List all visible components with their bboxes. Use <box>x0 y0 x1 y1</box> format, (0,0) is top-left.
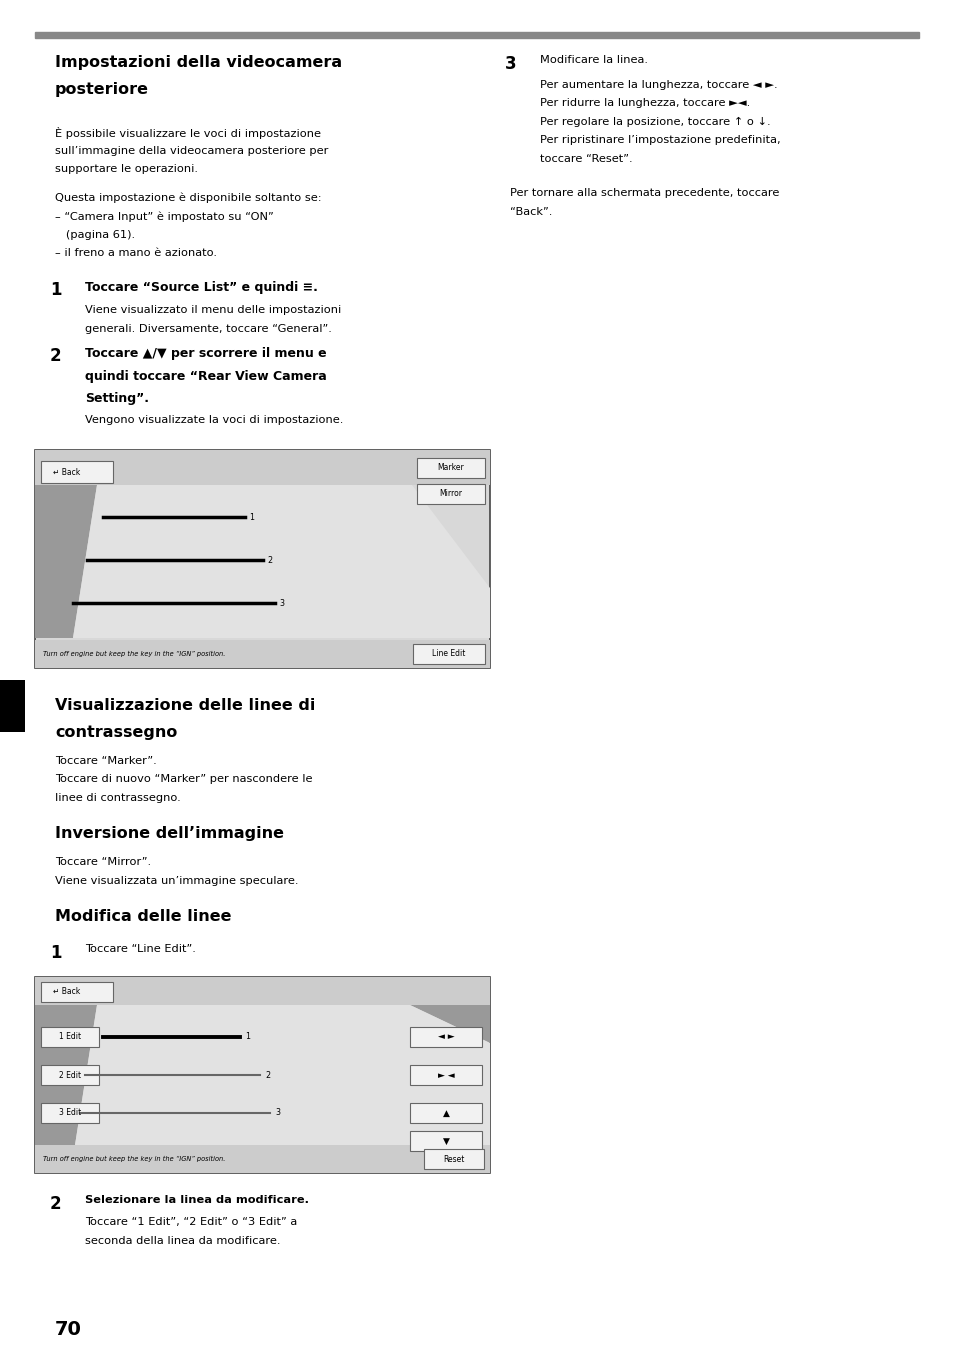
Text: 2: 2 <box>50 1195 62 1213</box>
Text: toccare “Reset”.: toccare “Reset”. <box>539 154 632 164</box>
Text: 3: 3 <box>278 599 284 607</box>
Text: Modificare la linea.: Modificare la linea. <box>539 55 647 65</box>
Polygon shape <box>410 1005 490 1042</box>
FancyBboxPatch shape <box>410 1028 481 1046</box>
Text: – “Camera Input” è impostato su “ON”: – “Camera Input” è impostato su “ON” <box>55 211 274 222</box>
Text: seconda della linea da modificare.: seconda della linea da modificare. <box>85 1236 280 1247</box>
FancyBboxPatch shape <box>41 1028 99 1046</box>
FancyBboxPatch shape <box>423 1149 483 1169</box>
Text: Toccare “1 Edit”, “2 Edit” o “3 Edit” a: Toccare “1 Edit”, “2 Edit” o “3 Edit” a <box>85 1218 297 1228</box>
Bar <box>35 977 490 1174</box>
Bar <box>35 639 490 668</box>
Text: 3: 3 <box>504 55 517 73</box>
Text: ◄ ►: ◄ ► <box>437 1033 454 1041</box>
Text: ▲: ▲ <box>442 1109 449 1118</box>
Text: 1: 1 <box>50 280 61 299</box>
Text: Line Edit: Line Edit <box>432 649 465 658</box>
Text: 70: 70 <box>55 1320 82 1338</box>
Text: Toccare ▲/▼ per scorrere il menu e: Toccare ▲/▼ per scorrere il menu e <box>85 347 326 360</box>
Text: 1: 1 <box>50 945 61 963</box>
Text: Per tornare alla schermata precedente, toccare: Per tornare alla schermata precedente, t… <box>510 188 779 197</box>
Bar <box>35 977 490 1005</box>
FancyBboxPatch shape <box>41 982 112 1002</box>
Bar <box>35 450 490 668</box>
FancyBboxPatch shape <box>413 644 484 664</box>
FancyBboxPatch shape <box>410 1103 481 1124</box>
FancyBboxPatch shape <box>41 1065 99 1086</box>
Text: generali. Diversamente, toccare “General”.: generali. Diversamente, toccare “General… <box>85 323 332 334</box>
Text: Toccare “Mirror”.: Toccare “Mirror”. <box>55 857 151 868</box>
Bar <box>0 680 25 731</box>
Text: Toccare “Line Edit”.: Toccare “Line Edit”. <box>85 945 195 955</box>
Text: Viene visualizzata un’immagine speculare.: Viene visualizzata un’immagine speculare… <box>55 876 298 886</box>
Text: 3: 3 <box>274 1109 280 1118</box>
Text: ▼: ▼ <box>442 1137 449 1145</box>
Text: Viene visualizzato il menu delle impostazioni: Viene visualizzato il menu delle imposta… <box>85 306 341 315</box>
Text: ↵ Back: ↵ Back <box>53 987 80 996</box>
Text: – il freno a mano è azionato.: – il freno a mano è azionato. <box>55 247 216 258</box>
Text: Turn off engine but keep the key in the “IGN” position.: Turn off engine but keep the key in the … <box>43 650 225 657</box>
Bar <box>35 1145 490 1174</box>
Text: 1 Edit: 1 Edit <box>59 1033 81 1041</box>
Text: Mirror: Mirror <box>439 489 462 499</box>
Polygon shape <box>35 485 97 638</box>
Text: sull’immagine della videocamera posteriore per: sull’immagine della videocamera posterio… <box>55 146 328 155</box>
FancyBboxPatch shape <box>41 1103 99 1124</box>
Polygon shape <box>73 485 490 638</box>
FancyBboxPatch shape <box>41 461 112 483</box>
Text: 2: 2 <box>50 347 62 365</box>
Text: 1: 1 <box>249 512 253 522</box>
Text: Turn off engine but keep the key in the “IGN” position.: Turn off engine but keep the key in the … <box>43 1156 225 1163</box>
Text: Setting”.: Setting”. <box>85 392 149 406</box>
Polygon shape <box>35 1005 97 1145</box>
Text: Per ridurre la lunghezza, toccare ►◄.: Per ridurre la lunghezza, toccare ►◄. <box>539 97 749 108</box>
Text: Modifica delle linee: Modifica delle linee <box>55 910 232 925</box>
FancyBboxPatch shape <box>410 1132 481 1151</box>
Text: 2: 2 <box>267 556 272 565</box>
Bar <box>35 450 490 485</box>
Text: Toccare “Source List” e quindi ≡.: Toccare “Source List” e quindi ≡. <box>85 280 317 293</box>
Text: 2: 2 <box>265 1071 270 1079</box>
Text: linee di contrassegno.: linee di contrassegno. <box>55 794 180 803</box>
Text: ► ◄: ► ◄ <box>437 1071 454 1079</box>
Text: Visualizzazione delle linee di: Visualizzazione delle linee di <box>55 698 315 713</box>
Text: contrassegno: contrassegno <box>55 725 177 740</box>
FancyBboxPatch shape <box>416 458 484 479</box>
Text: Questa impostazione è disponibile soltanto se:: Questa impostazione è disponibile soltan… <box>55 192 321 203</box>
Text: È possibile visualizzare le voci di impostazione: È possibile visualizzare le voci di impo… <box>55 127 320 139</box>
FancyBboxPatch shape <box>410 1065 481 1086</box>
Text: Impostazioni della videocamera: Impostazioni della videocamera <box>55 55 342 70</box>
Text: quindi toccare “Rear View Camera: quindi toccare “Rear View Camera <box>85 369 327 383</box>
Text: Per ripristinare l’impostazione predefinita,: Per ripristinare l’impostazione predefin… <box>539 135 780 145</box>
Text: Toccare “Marker”.: Toccare “Marker”. <box>55 756 156 767</box>
Text: Per aumentare la lunghezza, toccare ◄ ►.: Per aumentare la lunghezza, toccare ◄ ►. <box>539 80 777 89</box>
Text: Inversione dell’immagine: Inversione dell’immagine <box>55 826 284 841</box>
Text: Selezionare la linea da modificare.: Selezionare la linea da modificare. <box>85 1195 309 1205</box>
FancyBboxPatch shape <box>416 484 484 504</box>
Text: posteriore: posteriore <box>55 82 149 97</box>
Text: 2 Edit: 2 Edit <box>59 1071 81 1079</box>
Text: Marker: Marker <box>437 464 464 472</box>
Text: Toccare di nuovo “Marker” per nascondere le: Toccare di nuovo “Marker” per nascondere… <box>55 775 313 784</box>
Text: Reset: Reset <box>443 1155 464 1164</box>
Bar <box>35 32 918 38</box>
Text: “Back”.: “Back”. <box>510 207 552 216</box>
Text: supportare le operazioni.: supportare le operazioni. <box>55 164 198 174</box>
Text: (pagina 61).: (pagina 61). <box>55 230 135 239</box>
Text: ↵ Back: ↵ Back <box>53 468 80 476</box>
Polygon shape <box>75 1005 490 1145</box>
Text: 3 Edit: 3 Edit <box>59 1109 81 1118</box>
Text: Per regolare la posizione, toccare ↑ o ↓.: Per regolare la posizione, toccare ↑ o ↓… <box>539 116 770 127</box>
Text: 1: 1 <box>245 1033 250 1041</box>
Text: Vengono visualizzate la voci di impostazione.: Vengono visualizzate la voci di impostaz… <box>85 415 343 425</box>
